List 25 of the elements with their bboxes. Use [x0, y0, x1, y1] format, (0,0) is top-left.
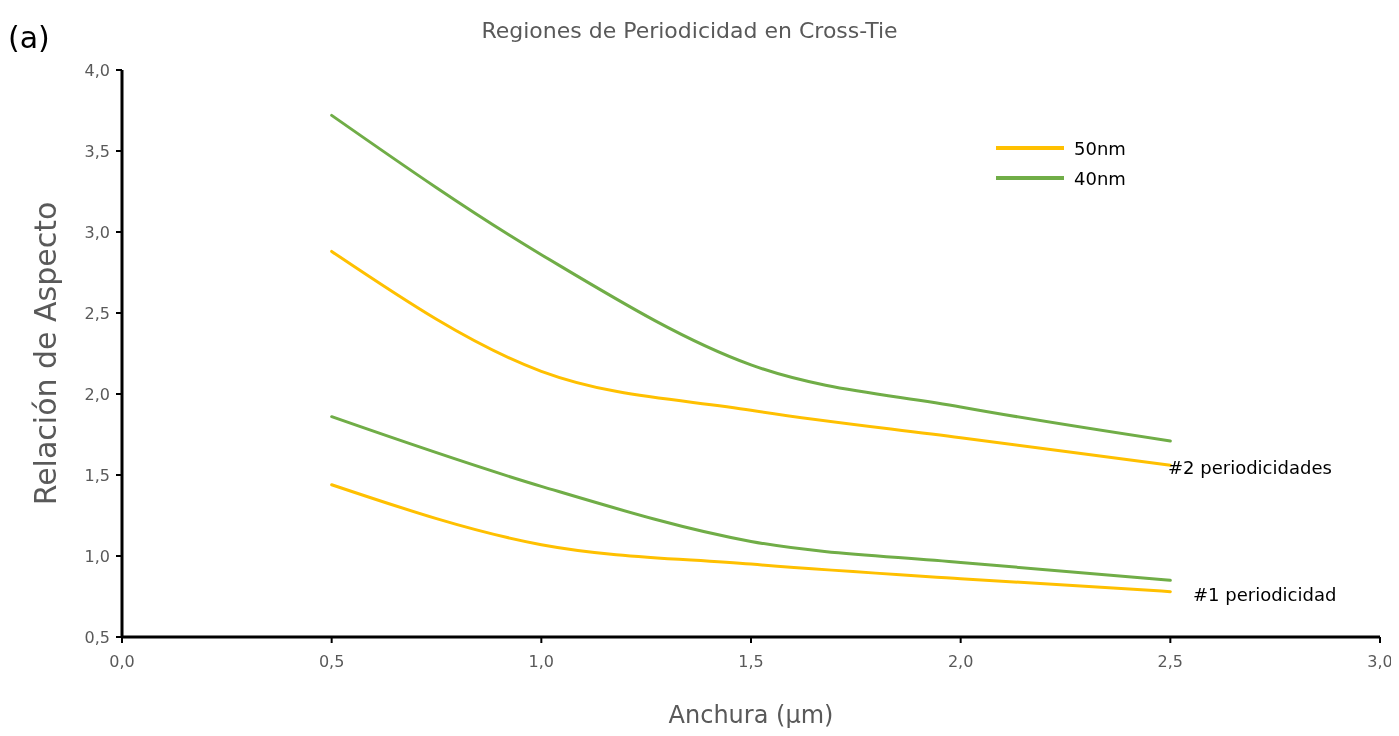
y-tick-label: 1,5 — [84, 466, 110, 485]
x-tick-label: 2,0 — [947, 652, 974, 671]
legend-label: 40nm — [1074, 168, 1126, 189]
annotation: #1 periodicidad — [1193, 584, 1337, 605]
line-series — [330, 113, 1172, 443]
x-tick-label: 0,0 — [109, 652, 135, 671]
y-tick-label: 2,5 — [84, 304, 110, 323]
annotation: #2 periodicidades — [1168, 457, 1332, 478]
legend-label: 50nm — [1074, 138, 1126, 159]
y-tick-label: 1,0 — [84, 547, 110, 566]
x-tick-label: 0,5 — [318, 652, 345, 671]
line-series — [330, 483, 1172, 594]
y-tick-label: 3,0 — [84, 223, 110, 242]
y-tick-label: 3,5 — [84, 142, 110, 161]
y-tick-label: 0,5 — [84, 628, 110, 647]
chart-title: Regiones de Periodicidad en Cross-Tie — [481, 18, 898, 43]
y-tick-label: 4,0 — [84, 61, 110, 80]
x-tick-label: 2,5 — [1157, 652, 1184, 671]
x-tick-label: 3,0 — [1367, 652, 1393, 671]
y-tick-label: 2,0 — [84, 385, 110, 404]
x-tick-label: 1,0 — [528, 652, 555, 671]
x-axis-title: Anchura (µm) — [668, 701, 834, 729]
y-axis-title: Relación de Aspecto — [28, 201, 63, 506]
x-tick-label: 1,5 — [738, 652, 764, 671]
text: (a) — [8, 20, 50, 55]
